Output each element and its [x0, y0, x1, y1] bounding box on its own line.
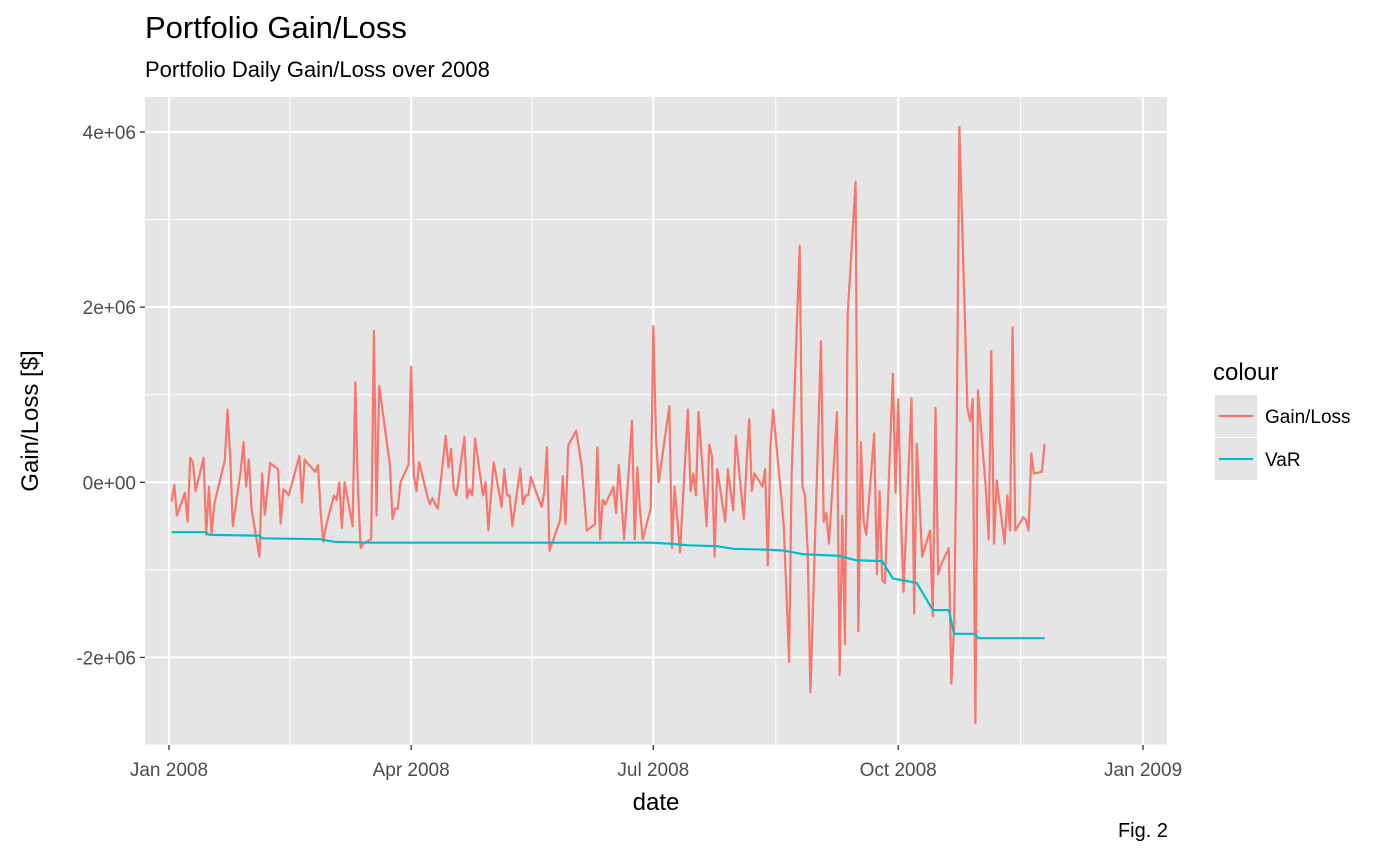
chart-title: Portfolio Gain/Loss	[145, 10, 407, 45]
series-lines	[170, 125, 1046, 725]
x-tick-label: Jul 2008	[617, 760, 689, 781]
legend: colour Gain/Loss VaR	[1213, 359, 1351, 480]
series-line-gain-loss	[170, 125, 1046, 725]
minor-gridlines	[145, 97, 1167, 746]
series-line-var	[171, 531, 1045, 640]
legend-label: Gain/Loss	[1265, 407, 1351, 428]
x-tick-label: Apr 2008	[373, 760, 450, 781]
y-axis-title: Gain/Loss [$]	[17, 350, 44, 491]
legend-label: VaR	[1265, 450, 1301, 471]
y-tick-label: 0e+00	[83, 473, 136, 494]
y-tick-label: 4e+06	[83, 123, 136, 144]
y-tick-label: 2e+06	[83, 298, 136, 319]
x-axis-title: date	[633, 789, 680, 816]
legend-title: colour	[1213, 359, 1278, 386]
axes: -2e+06 0e+00 2e+06 4e+06 Jan 2008 Apr 2008 Jul…	[76, 123, 1182, 781]
x-tick-label: Jan 2008	[130, 760, 208, 781]
figure-caption: Fig. 2	[1117, 820, 1168, 842]
x-tick-label: Oct 2008	[860, 760, 937, 781]
y-tick-label: -2e+06	[76, 648, 136, 669]
chart-subtitle: Portfolio Daily Gain/Loss over 2008	[145, 57, 490, 82]
x-tick-label: Jan 2009	[1104, 760, 1182, 781]
